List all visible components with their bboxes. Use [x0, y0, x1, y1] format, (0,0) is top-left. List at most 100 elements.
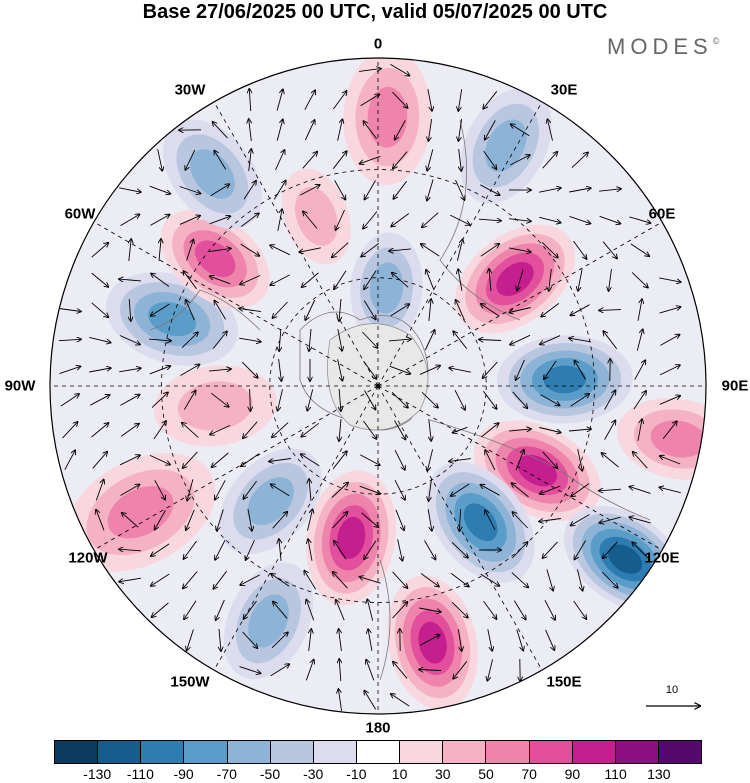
colorbar-segment — [399, 741, 443, 763]
wind-arrow — [388, 339, 411, 341]
wind-arrow — [301, 454, 320, 467]
wind-arrow — [250, 388, 251, 411]
wind-arrow — [570, 394, 589, 407]
wind-arrow — [511, 124, 530, 137]
wind-arrow — [509, 429, 531, 431]
colorbar-segment — [269, 741, 313, 763]
wind-arrow — [571, 483, 590, 497]
wind-arrow — [599, 215, 621, 223]
wind-arrow — [631, 272, 648, 287]
wind-arrow — [479, 340, 502, 341]
colorbar-segment — [657, 741, 702, 763]
wind-arrow — [64, 450, 75, 470]
wind-arrow — [539, 427, 560, 433]
wind-arrow — [389, 365, 411, 374]
wind-arrow — [96, 510, 105, 531]
positive-anomaly-center — [343, 58, 432, 186]
wind-arrow — [151, 274, 170, 287]
wind-arrow — [454, 389, 465, 410]
wind-arrow — [249, 149, 252, 171]
wind-arrow — [602, 453, 619, 468]
wind-arrow — [453, 331, 468, 349]
wind-arrow — [119, 368, 141, 373]
negative-anomaly-center — [460, 87, 552, 204]
wind-arrow — [184, 540, 197, 559]
wind-arrow — [363, 360, 377, 379]
wind-arrow — [455, 179, 465, 200]
wind-arrow — [483, 150, 497, 169]
wind-arrow — [179, 216, 200, 225]
brand-mark: © — [712, 36, 720, 46]
wind-arrow — [272, 422, 289, 438]
wind-arrow — [485, 510, 496, 531]
colorbar-tick-label: 90 — [564, 766, 581, 782]
wind-arrow — [240, 243, 260, 256]
wind-arrow — [240, 275, 261, 285]
wind-arrow — [420, 635, 439, 646]
wind-arrow — [569, 215, 591, 223]
wind-arrow — [155, 510, 166, 529]
wind-arrow — [271, 574, 290, 587]
wind-arrow — [239, 337, 261, 342]
wind-arrow — [429, 299, 431, 321]
wind-arrow — [392, 273, 409, 288]
wind-arrow — [540, 394, 559, 406]
wind-arrow — [183, 571, 198, 589]
wind-vectors — [58, 64, 681, 711]
wind-arrow — [243, 421, 258, 439]
wind-arrow — [182, 423, 199, 438]
colorbar-tick-label: -30 — [303, 766, 324, 782]
wind-arrow — [241, 453, 260, 467]
wind-arrow — [302, 152, 317, 169]
wind-arrow — [609, 269, 612, 291]
wind-arrow — [393, 151, 408, 169]
meridian-line — [93, 385, 379, 551]
coastline — [149, 289, 261, 331]
meridian-line — [377, 385, 663, 551]
longitude-label: 150E — [546, 673, 582, 691]
wind-arrow — [59, 308, 81, 312]
wind-arrow — [334, 180, 346, 199]
wind-arrow — [659, 487, 681, 494]
vector-scale-label: 10 — [665, 684, 679, 696]
wind-arrow — [302, 272, 319, 287]
wind-arrow — [186, 240, 194, 261]
wind-arrow — [512, 391, 528, 408]
wind-arrow — [513, 600, 525, 620]
wind-arrow — [359, 485, 381, 494]
wind-arrow — [660, 456, 681, 465]
brand-text: MODES — [607, 34, 713, 59]
wind-arrow — [339, 629, 342, 651]
wind-arrow — [393, 662, 408, 679]
wind-arrow — [239, 666, 261, 674]
wind-arrow — [630, 243, 649, 256]
wind-arrow — [426, 270, 435, 291]
wind-arrow — [215, 480, 226, 499]
wind-arrow — [301, 422, 319, 436]
wind-arrow — [483, 600, 497, 619]
wind-arrow — [273, 181, 285, 200]
wind-arrow — [478, 219, 501, 221]
wind-arrow — [91, 243, 109, 258]
wind-arrow — [120, 424, 139, 437]
wind-arrow — [150, 215, 169, 226]
wind-arrow — [339, 418, 341, 441]
wind-arrow — [392, 571, 408, 588]
wind-arrow — [339, 388, 341, 411]
wind-arrow — [92, 452, 107, 469]
wind-arrow — [359, 69, 381, 72]
colorbar-segment — [485, 741, 529, 763]
wind-arrow — [273, 301, 288, 318]
wind-arrow — [360, 94, 380, 107]
wind-arrow — [152, 602, 169, 617]
wind-arrow — [394, 420, 406, 440]
wind-arrow — [516, 359, 525, 380]
wind-arrow — [542, 152, 558, 169]
anomaly-contour — [496, 261, 534, 296]
wind-arrow — [548, 119, 553, 141]
wind-arrow — [59, 366, 81, 375]
wind-arrow — [243, 181, 256, 200]
wind-arrow — [249, 119, 252, 141]
wind-arrow — [244, 600, 257, 619]
north-pole-marker — [376, 384, 380, 388]
